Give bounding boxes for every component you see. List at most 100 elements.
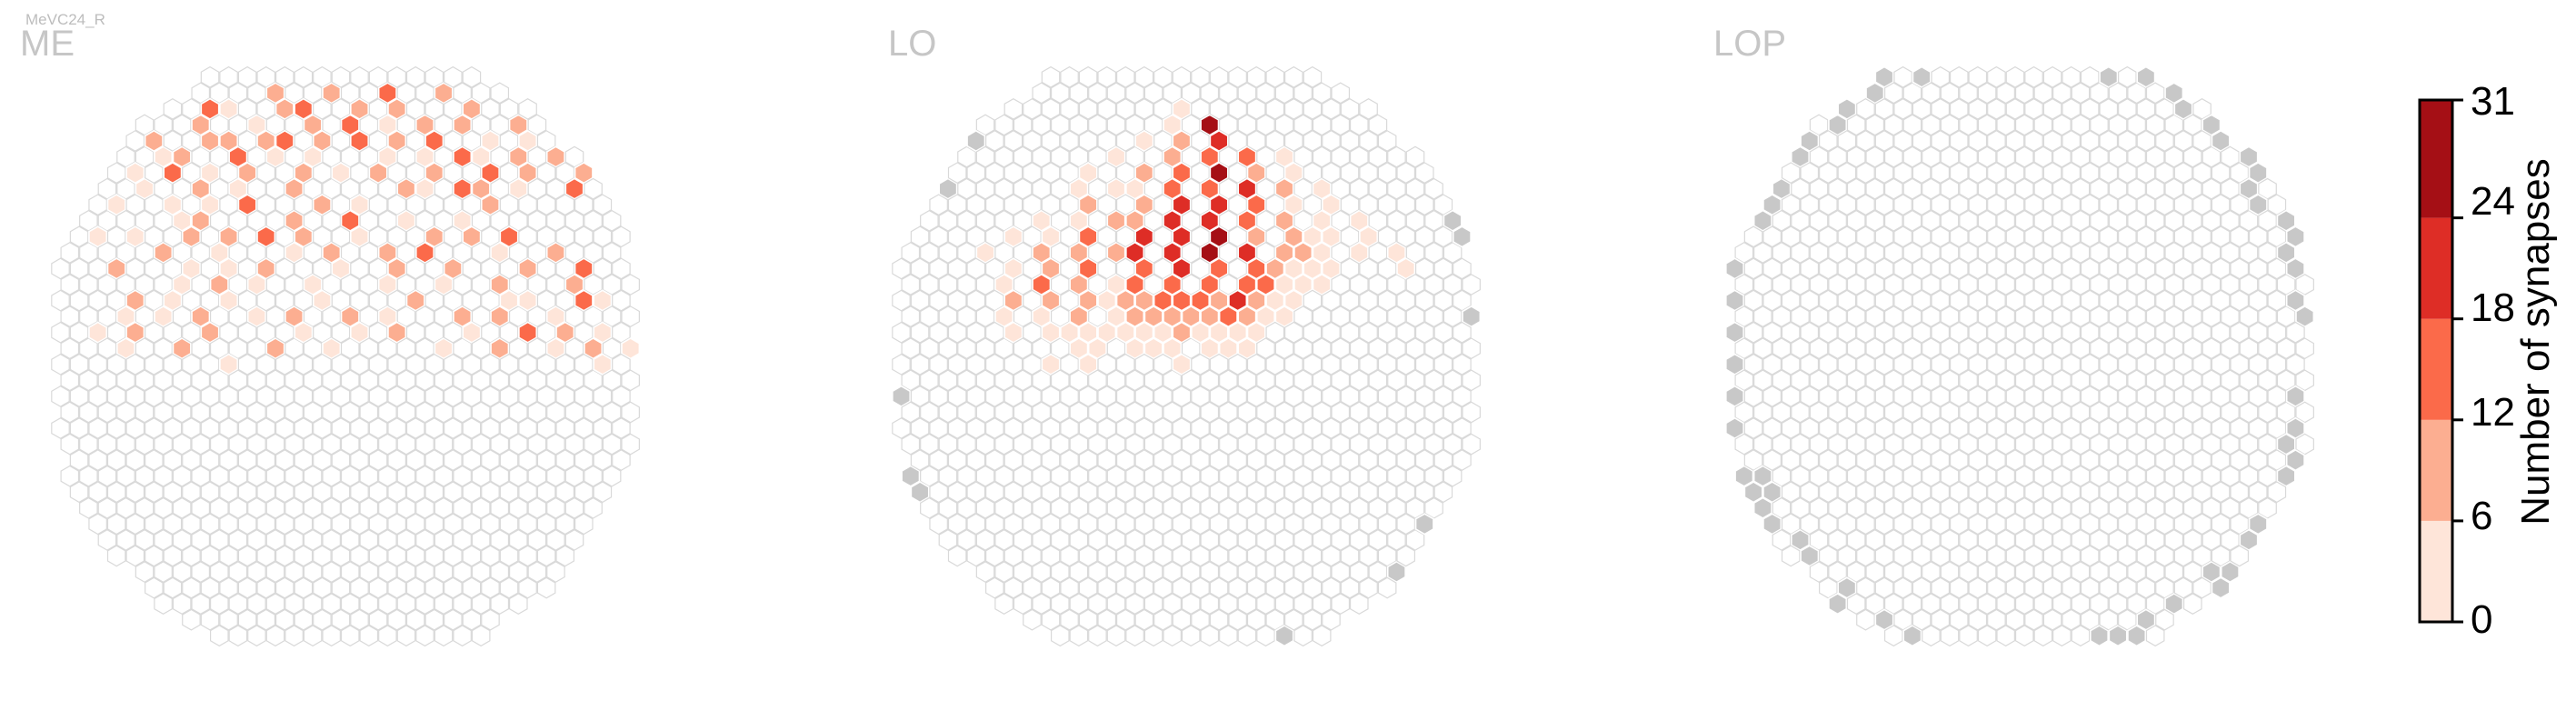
hex-cell (237, 130, 257, 152)
hex-cell (210, 82, 229, 105)
hex-cell (1819, 417, 1838, 439)
hex-cell (1153, 481, 1173, 504)
colorbar-tick-31: 31 (2471, 79, 2515, 124)
hex-cell (1405, 209, 1425, 232)
hex-cell (1163, 465, 1182, 487)
hex-cell (294, 608, 314, 631)
hex-cell (2230, 257, 2250, 280)
hex-cell (1837, 194, 1857, 216)
hex-cell (1209, 161, 1229, 185)
hex-cell (1312, 145, 1332, 168)
hex-cell (2062, 576, 2081, 599)
hex-cell (1274, 369, 1294, 392)
hex-cell (1912, 513, 1932, 536)
hex-cell (97, 401, 117, 424)
hex-cell (97, 528, 117, 551)
hex-cell (490, 496, 510, 519)
hex-cell (135, 433, 155, 456)
hex-cell (294, 161, 314, 185)
hex-cell (1912, 353, 1932, 376)
hex-cell (975, 274, 995, 295)
hex-cell (593, 449, 613, 472)
hex-cell (1433, 225, 1453, 248)
hex-cell (378, 593, 397, 616)
hex-cell (1396, 257, 1416, 280)
hex-cell (1256, 465, 1275, 487)
hex-cell (1032, 496, 1052, 519)
hex-cell (163, 353, 183, 376)
hex-cell (574, 353, 594, 376)
hex-cell (1828, 561, 1847, 583)
hex-cell (377, 305, 397, 328)
hex-cell (2118, 194, 2137, 216)
hex-cell (2014, 465, 2034, 487)
hex-cell (2024, 97, 2043, 120)
hex-cell (2071, 305, 2091, 328)
hex-cell (1865, 337, 1885, 360)
hex-cell (145, 353, 164, 376)
hex-cell (2258, 305, 2277, 328)
hex-cell (1977, 209, 1997, 232)
hex-cell (2099, 65, 2119, 88)
hex-cell (1228, 545, 1247, 567)
hex-cell (359, 274, 379, 295)
hex-cell (97, 209, 117, 232)
hex-cell (1340, 576, 1360, 599)
hex-cell (985, 449, 1004, 472)
hex-cell (303, 401, 323, 424)
hex-cell (1331, 337, 1351, 360)
hex-cell (145, 257, 164, 280)
hex-cell (154, 337, 173, 360)
hex-cell (2014, 496, 2034, 519)
hex-cell (350, 417, 369, 439)
hex-cell (237, 417, 257, 439)
hex-cell (2099, 97, 2119, 120)
hex-cell (1293, 145, 1313, 168)
hex-cell (1414, 225, 1434, 248)
hex-cell (1246, 608, 1266, 631)
hex-cell (1060, 545, 1079, 567)
hex-cell (2033, 561, 2053, 583)
hex-cell (2202, 305, 2222, 328)
hex-cell (481, 513, 500, 536)
hex-cell (527, 177, 547, 200)
hex-cell (434, 305, 454, 328)
hex-cell (1462, 369, 1481, 392)
hex-cell (228, 401, 248, 424)
hex-cell (1968, 481, 1988, 504)
hex-cell (1884, 114, 1903, 136)
hex-cell (1331, 401, 1351, 424)
hex-cell (1443, 337, 1463, 360)
hex-cell (424, 97, 444, 120)
hex-cell (154, 496, 173, 519)
hex-cell (2033, 305, 2053, 328)
hex-cell (1115, 194, 1135, 216)
hex-cell (1051, 305, 1070, 328)
hex-cell (975, 528, 995, 551)
hex-cell (2052, 241, 2072, 264)
hex-cell (359, 82, 379, 105)
hex-cell (1172, 545, 1192, 567)
hex-cell (2155, 225, 2174, 248)
hex-cell (1284, 97, 1303, 120)
hex-cell (2173, 257, 2193, 280)
hex-cell (368, 449, 388, 472)
hex-cell (1819, 194, 1838, 216)
hex-cell (1237, 209, 1257, 232)
hex-cell (228, 561, 248, 583)
hex-cell (1874, 65, 1894, 88)
hex-cell (2192, 321, 2212, 344)
hex-cell (1837, 513, 1857, 536)
hex-cell (2062, 130, 2081, 152)
hex-cell (331, 449, 351, 472)
hex-cell (471, 369, 491, 392)
hex-cell (1283, 194, 1303, 216)
hex-cell (415, 369, 434, 392)
hex-cell (1340, 289, 1360, 312)
hex-cell (256, 97, 275, 120)
hex-cell (1856, 353, 1875, 376)
hex-cell (1060, 449, 1079, 472)
hex-cell (2136, 417, 2156, 439)
hex-cell (2221, 465, 2240, 487)
hex-cell (265, 401, 285, 424)
